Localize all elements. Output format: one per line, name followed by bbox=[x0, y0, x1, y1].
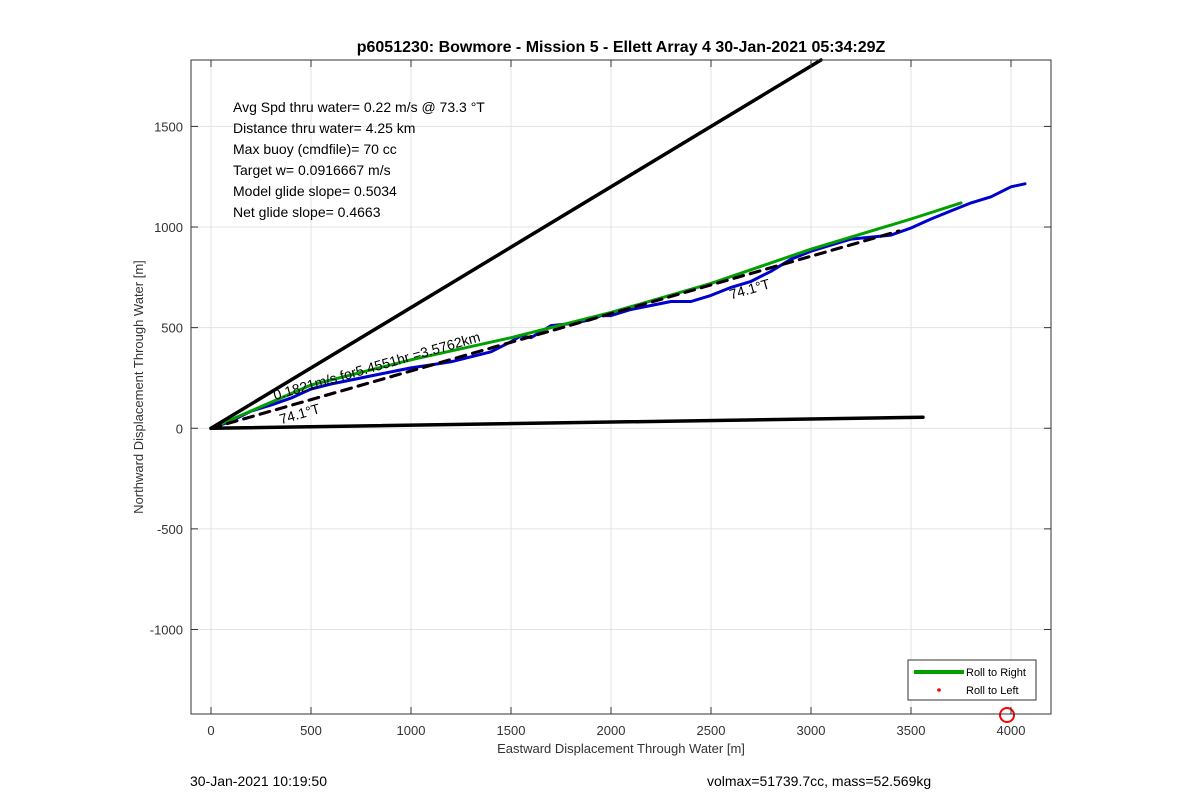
x-tick-label: 3000 bbox=[797, 723, 826, 738]
legend-swatch-dot bbox=[937, 688, 941, 692]
info-line: Model glide slope= 0.5034 bbox=[233, 183, 397, 199]
info-line: Target w= 0.0916667 m/s bbox=[233, 162, 391, 178]
annotation-0: 0.1821m/s for5.4551hr =3.5762km bbox=[271, 329, 482, 403]
series-line-5 bbox=[209, 415, 925, 431]
legend-box bbox=[907, 659, 1037, 701]
info-line: Distance thru water= 4.25 km bbox=[233, 120, 415, 136]
y-tick-label: -1000 bbox=[150, 622, 183, 637]
info-line: Net glide slope= 0.4663 bbox=[233, 204, 381, 220]
info-line: Avg Spd thru water= 0.22 m/s @ 73.3 °T bbox=[233, 99, 485, 115]
series-layer bbox=[209, 58, 1027, 723]
series-line-1 bbox=[209, 201, 963, 430]
chart-title: p6051230: Bowmore - Mission 5 - Ellett A… bbox=[357, 39, 886, 56]
x-tick-label: 3500 bbox=[897, 723, 926, 738]
ticks: 0 500 1000 1500 2000 2500 3000 3500 4000 -1000 -50… bbox=[150, 60, 1051, 738]
text-layer: p6051230: Bowmore - Mission 5 - Ellett A… bbox=[131, 39, 885, 756]
x-tick-label: 1500 bbox=[497, 723, 526, 738]
x-tick-label: 500 bbox=[300, 723, 322, 738]
y-tick-label: -500 bbox=[157, 522, 183, 537]
axes-frame bbox=[190, 59, 1052, 715]
x-tick-label: 4000 bbox=[997, 723, 1026, 738]
x-tick-label: 2000 bbox=[597, 723, 626, 738]
footer-timestamp: 30-Jan-2021 10:19:50 bbox=[190, 773, 327, 789]
x-tick-label: 0 bbox=[207, 723, 214, 738]
series-line-4 bbox=[209, 58, 823, 431]
y-tick-label: 0 bbox=[176, 421, 183, 436]
legend-label: Roll to Right bbox=[966, 667, 1026, 679]
y-tick-label: 500 bbox=[161, 321, 183, 336]
y-tick-label: 1000 bbox=[154, 220, 183, 235]
series-line-3 bbox=[209, 229, 901, 430]
legend-label: Roll to Left bbox=[966, 685, 1019, 697]
info-line: Max buoy (cmdfile)= 70 cc bbox=[233, 141, 397, 157]
marker-circle bbox=[999, 707, 1015, 723]
x-axis-label: Eastward Displacement Through Water [m] bbox=[497, 741, 745, 756]
y-tick-label: 1500 bbox=[154, 119, 183, 134]
legend: Roll to Right Roll to Left bbox=[907, 659, 1037, 701]
x-tick-label: 1000 bbox=[397, 723, 426, 738]
x-tick-label: 2500 bbox=[697, 723, 726, 738]
y-axis-label: Northward Displacement Through Water [m] bbox=[131, 260, 146, 514]
footer-volmax-mass: volmax=51739.7cc, mass=52.569kg bbox=[707, 773, 932, 789]
grid bbox=[191, 60, 1051, 714]
